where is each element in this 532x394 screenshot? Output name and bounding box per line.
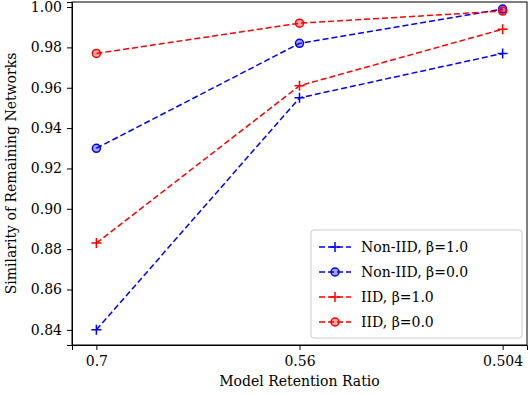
- legend-label: IID, β=0.0: [361, 314, 434, 330]
- legend-marker: [330, 292, 340, 302]
- y-tick-label: 0.84: [31, 322, 62, 338]
- series-point: [296, 19, 304, 27]
- y-tick: 0.94: [31, 120, 72, 136]
- y-axis: 0.84 0.86 0.88 0.90 0.92 0.94 0.96 0.98 1.00: [31, 0, 73, 346]
- x-tick-mark: [300, 345, 301, 350]
- x-tick-mark: [503, 345, 504, 350]
- x-tick: 0.504: [483, 345, 523, 369]
- y-tick-label: 1.00: [31, 0, 62, 15]
- legend-label: IID, β=1.0: [361, 289, 434, 305]
- y-tick-label: 0.92: [31, 160, 62, 176]
- legend-item: IID, β=1.0: [319, 289, 434, 305]
- x-tick: 0.56: [284, 345, 315, 369]
- y-axis-title: Similarity of Remaining Networks: [3, 53, 19, 295]
- y-tick: 0.98: [31, 39, 72, 55]
- series-point: [498, 48, 508, 58]
- y-tick-label: 0.88: [31, 241, 62, 257]
- y-tick-label: 0.94: [31, 120, 62, 136]
- y-tick: 0.84: [31, 322, 72, 338]
- plot: 0.840.860.880.900.920.940.960.981.000.70…: [31, 0, 528, 369]
- legend-marker: [331, 318, 339, 326]
- y-tick: 0.92: [31, 160, 72, 176]
- legend-label: Non-IID, β=0.0: [361, 264, 468, 280]
- x-tick-mark: [96, 345, 97, 350]
- legend: Non-IID, β=1.0 Non-IID, β=0.0 IID, β=1.0 II…: [311, 230, 522, 338]
- series-point: [499, 7, 507, 15]
- y-tick-mark: [67, 128, 72, 129]
- legend-marker: [330, 242, 340, 252]
- y-tick-mark: [67, 168, 72, 169]
- x-tick: 0.7: [86, 345, 108, 369]
- y-tick-mark: [67, 47, 72, 48]
- y-tick: 0.90: [31, 201, 72, 217]
- plot-frame: [72, 2, 527, 345]
- x-axis: 0.7 0.56 0.504: [73, 345, 528, 369]
- x-tick-label: 0.56: [284, 353, 315, 369]
- y-tick-mark: [67, 209, 72, 210]
- legend-label: Non-IID, β=1.0: [361, 239, 468, 255]
- series-line: [96, 11, 502, 53]
- y-tick: 1.00: [31, 0, 72, 15]
- y-tick-mark: [67, 290, 72, 291]
- series-point: [498, 24, 508, 34]
- y-tick-label: 0.90: [31, 201, 62, 217]
- y-tick-mark: [67, 249, 72, 250]
- series-point: [92, 144, 100, 152]
- legend-item: Non-IID, β=0.0: [319, 264, 468, 280]
- legend-box: [311, 230, 522, 338]
- series-point: [296, 39, 304, 47]
- x-tick-label: 0.504: [483, 353, 523, 369]
- x-axis-title: Model Retention Ratio: [219, 373, 379, 389]
- y-tick: 0.86: [31, 281, 72, 297]
- series-point: [295, 81, 305, 91]
- legend-item: Non-IID, β=1.0: [319, 239, 468, 255]
- legend-item: IID, β=0.0: [319, 314, 434, 330]
- legend-marker: [331, 268, 339, 276]
- y-tick-mark: [67, 7, 72, 8]
- series-point: [295, 93, 305, 103]
- chart: 0.840.860.880.900.920.940.960.981.000.70…: [0, 0, 532, 394]
- series-line: [96, 9, 502, 148]
- y-tick-label: 0.96: [31, 80, 62, 96]
- series-point: [92, 49, 100, 57]
- y-tick-label: 0.86: [31, 281, 62, 297]
- y-tick: 0.96: [31, 80, 72, 96]
- y-tick-mark: [67, 88, 72, 89]
- series-line: [96, 29, 502, 243]
- y-tick: 0.88: [31, 241, 72, 257]
- x-axis-line: [73, 346, 528, 351]
- y-tick-mark: [67, 330, 72, 331]
- series-point: [91, 325, 101, 335]
- series-point: [91, 238, 101, 248]
- y-tick-label: 0.98: [31, 39, 62, 55]
- x-tick-label: 0.7: [86, 353, 108, 369]
